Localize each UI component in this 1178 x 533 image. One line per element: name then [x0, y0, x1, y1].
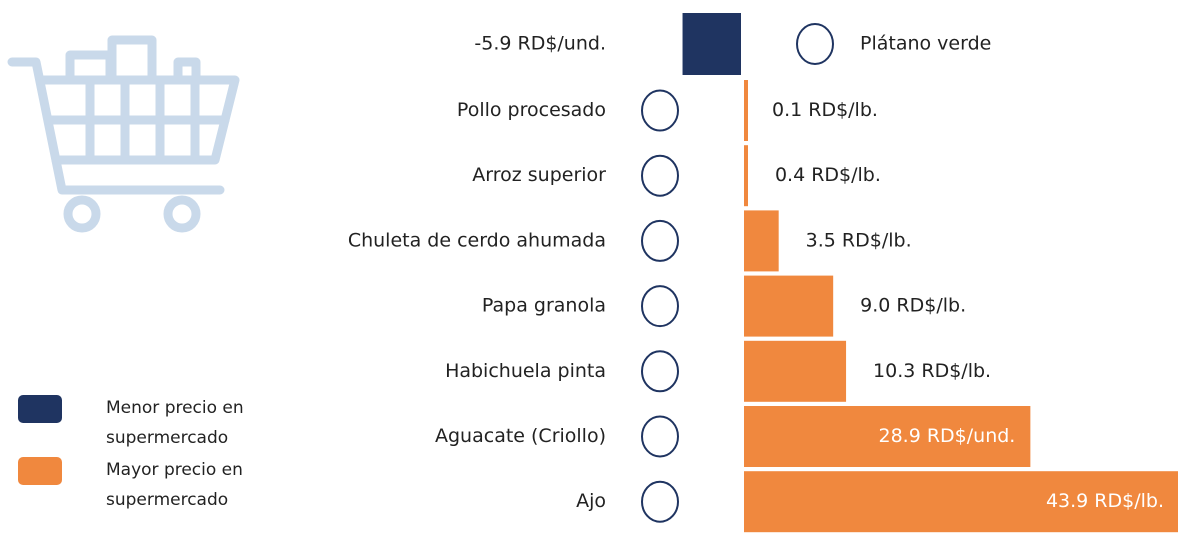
item-icon — [641, 219, 679, 262]
value-label: 10.3 RD$/lb. — [873, 360, 991, 382]
item-icon — [641, 480, 679, 523]
item-icon — [641, 285, 679, 328]
item-icon — [796, 23, 834, 65]
category-label: Pollo procesado — [457, 99, 606, 121]
category-label: Ajo — [576, 490, 606, 512]
legend-label: Menor precio en supermercado — [106, 398, 244, 448]
bar — [744, 210, 779, 272]
bar — [744, 80, 748, 141]
category-label: Chuleta de cerdo ahumada — [348, 229, 606, 251]
value-label: 0.1 RD$/lb. — [772, 99, 878, 121]
bar — [744, 471, 1178, 533]
bar — [744, 145, 748, 207]
legend-label: Mayor precio en supermercado — [106, 460, 243, 510]
category-label: Aguacate (Criollo) — [435, 425, 606, 447]
cart-icon — [7, 35, 240, 233]
category-label: Papa granola — [482, 295, 606, 317]
bar — [744, 340, 847, 402]
bar — [682, 13, 741, 75]
item-icon — [641, 350, 679, 393]
bar — [744, 275, 834, 337]
category-label: Plátano verde — [860, 33, 991, 55]
value-label: 28.9 RD$/und. — [879, 425, 1016, 447]
value-label: -5.9 RD$/und. — [474, 33, 606, 55]
item-icon — [641, 415, 679, 458]
legend-swatch — [18, 395, 62, 423]
legend-swatch — [18, 457, 62, 485]
bar — [744, 406, 1031, 467]
category-label: Arroz superior — [472, 164, 606, 186]
value-label: 43.9 RD$/lb. — [1046, 490, 1164, 512]
value-label: 0.4 RD$/lb. — [775, 164, 881, 186]
category-label: Habichuela pinta — [445, 360, 606, 382]
item-icon — [641, 154, 679, 197]
value-label: 9.0 RD$/lb. — [860, 295, 966, 317]
item-icon — [641, 89, 679, 132]
value-label: 3.5 RD$/lb. — [806, 229, 912, 251]
